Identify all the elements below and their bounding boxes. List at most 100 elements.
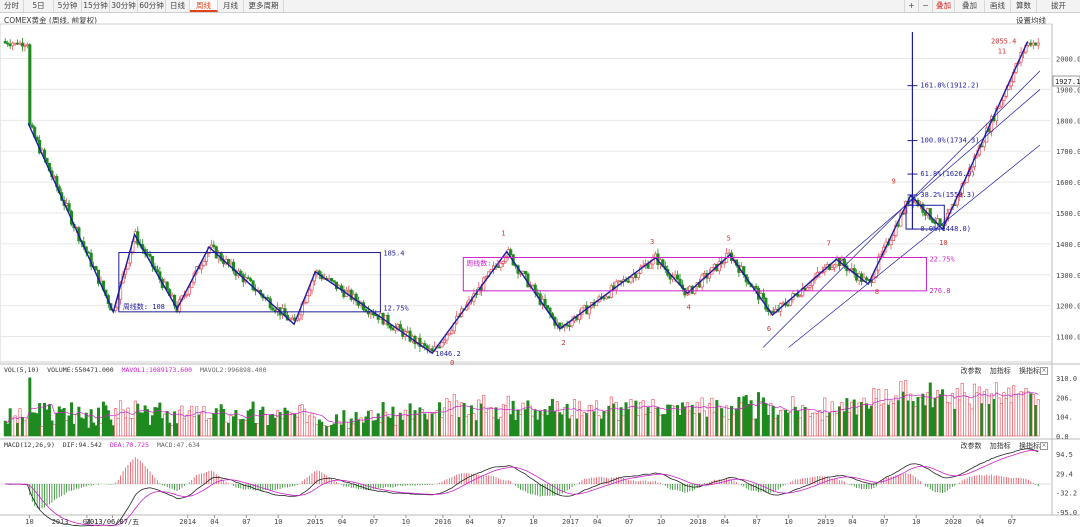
candle-body — [445, 334, 449, 341]
volume-bar — [185, 414, 189, 437]
x-tick-label: 04 — [83, 518, 91, 526]
volume-bar — [40, 426, 44, 437]
candle-body — [305, 295, 309, 303]
candle-body — [649, 263, 653, 269]
vol-switch-indicator-button[interactable]: 换指标 — [1019, 367, 1040, 375]
volume-bar — [158, 402, 162, 437]
volume-bar — [67, 415, 71, 437]
volume-bar — [119, 400, 123, 437]
tab-period-2[interactable]: 5分钟 — [54, 0, 82, 12]
volume-bar — [997, 397, 1001, 437]
macd-switch-indicator-button[interactable]: 换指标 — [1019, 442, 1040, 450]
left-box-top-label: 185.4 — [383, 250, 404, 258]
volume-bar — [438, 402, 442, 437]
volume-bar — [585, 413, 589, 437]
tab-period-5[interactable]: 60分钟 — [138, 0, 166, 12]
draw-line-button[interactable]: 画线 — [984, 0, 1010, 12]
volume-bar — [231, 416, 235, 437]
price-tick-label: 1600.00 — [1056, 179, 1080, 187]
macd-buttons: 改参数 加指标 换指标 — [955, 441, 1040, 451]
vol-title: VOL(5,10) — [4, 366, 40, 374]
volume-bar — [872, 388, 876, 437]
volume-bar — [82, 418, 86, 437]
volume-bar — [867, 408, 871, 437]
trend-channel-line — [839, 89, 1041, 263]
volume-bar — [860, 402, 864, 437]
wave-label-5: 5 — [727, 235, 731, 243]
macd-dea-line — [5, 449, 1039, 526]
calc-button[interactable]: 算数 — [1010, 0, 1036, 12]
volume-bar — [536, 419, 540, 437]
volume-bar — [35, 413, 39, 437]
wave-zigzag-line — [27, 41, 1029, 355]
volume-bar — [182, 418, 186, 437]
volume-bar — [344, 421, 348, 437]
volume-bar — [1034, 405, 1038, 437]
volume-bar — [1012, 385, 1016, 437]
tab-period-8[interactable]: 月线 — [218, 0, 244, 12]
tab-period-4[interactable]: 30分钟 — [110, 0, 138, 12]
volume-bar — [332, 423, 336, 437]
candle-body — [830, 267, 834, 270]
candle-body — [568, 325, 572, 327]
volume-bar — [950, 393, 954, 437]
volume-bar — [369, 410, 373, 437]
candle-body — [636, 272, 640, 278]
volume-bar — [447, 401, 451, 437]
tab-period-3[interactable]: 15分钟 — [82, 0, 110, 12]
volume-bar — [47, 404, 51, 437]
vol-add-indicator-button[interactable]: 加指标 — [989, 367, 1011, 375]
tab-period-0[interactable]: 分时 — [0, 0, 24, 12]
volume-bar — [6, 423, 10, 437]
volume-bar — [855, 414, 859, 437]
volume-bar — [943, 394, 947, 437]
volume-bar — [764, 403, 768, 437]
zoom-out-button[interactable]: − — [918, 0, 932, 12]
overlay-button-active[interactable]: 叠加 — [932, 0, 954, 12]
candle-body — [148, 253, 152, 257]
candle-body — [229, 261, 233, 265]
candle-body — [653, 253, 658, 258]
volume-bar — [744, 395, 748, 437]
candle-body — [408, 330, 412, 342]
volume-bar — [990, 393, 994, 437]
macd-add-indicator-button[interactable]: 加指标 — [989, 442, 1011, 450]
volume-bar — [747, 403, 751, 437]
tab-period-6[interactable]: 日线 — [166, 0, 190, 12]
candle-body — [366, 310, 370, 315]
tab-period-7[interactable]: 周线 — [190, 0, 218, 12]
x-tick-label: 04 — [593, 518, 601, 526]
macd-close-icon[interactable]: × — [1040, 442, 1048, 450]
volume-bar — [195, 406, 199, 437]
macd-tick-label: -32.2 — [1056, 490, 1077, 498]
tab-period-9[interactable]: 更多周期 — [244, 0, 284, 12]
candle-body — [629, 277, 633, 283]
volume-bar — [109, 419, 113, 437]
volume-bar — [793, 406, 797, 437]
candle-body — [1026, 42, 1030, 46]
macd-params-button[interactable]: 改参数 — [960, 442, 982, 450]
ma-settings-button[interactable]: 设置均线 — [1016, 16, 1046, 25]
candle-body — [1007, 85, 1011, 90]
expand-button[interactable]: 拔开 — [1036, 0, 1080, 12]
volume-bar — [148, 424, 152, 437]
candle-body — [896, 224, 900, 227]
high-price-label: 2055.4 — [991, 38, 1016, 46]
volume-bar — [283, 407, 287, 437]
trend-channel-line — [788, 144, 1041, 348]
vol-params-button[interactable]: 改参数 — [960, 367, 982, 375]
volume-bar — [352, 423, 356, 437]
macd-dif-line — [5, 448, 1039, 527]
volume-bar — [72, 423, 76, 437]
volume-bar — [388, 417, 392, 437]
volume-bar — [980, 403, 984, 437]
volume-bar — [617, 420, 621, 437]
volume-bar — [305, 422, 309, 437]
volume-bar — [941, 389, 945, 437]
overlay-button[interactable]: 叠加 — [954, 0, 984, 12]
candle-body — [266, 297, 270, 300]
tab-period-1[interactable]: 5日 — [24, 0, 54, 12]
zoom-in-button[interactable]: + — [904, 0, 918, 12]
vol-close-icon[interactable]: × — [1040, 367, 1048, 375]
volume-bar — [278, 412, 282, 437]
